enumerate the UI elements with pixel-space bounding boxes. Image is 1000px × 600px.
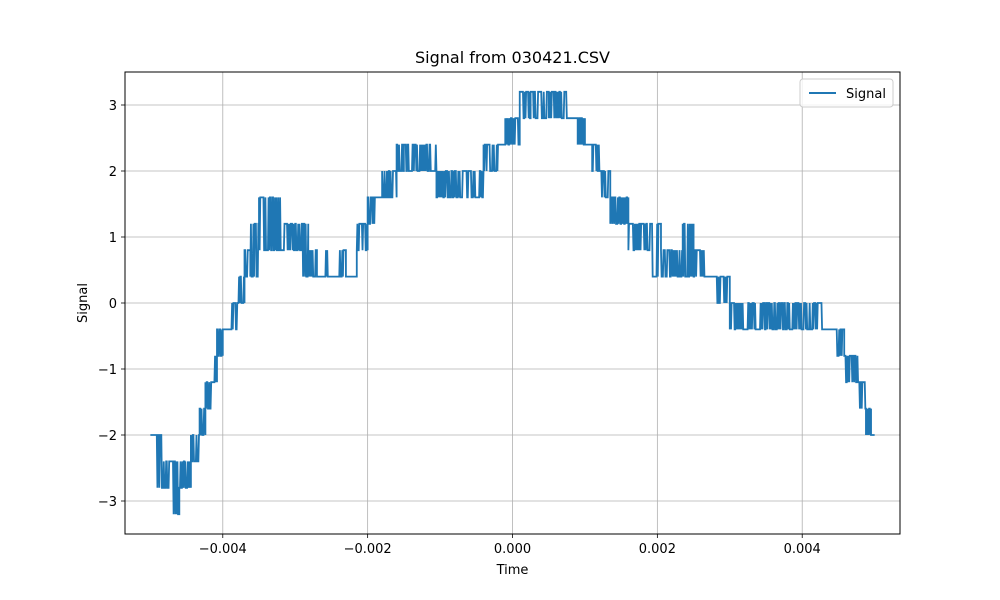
y-axis-title: Signal [76,283,91,323]
x-tick-label: 0.002 [639,542,676,557]
legend-signal-label: Signal [846,87,886,102]
plot-area [150,90,875,516]
chart-title: Signal from 030421.CSV [415,48,610,67]
legend-box [799,78,894,108]
legend: Signal [799,78,894,108]
grid [125,72,900,534]
y-axis: −3 −2 −1 0 1 2 3 [98,99,125,510]
y-tick-label: 3 [109,99,117,114]
x-tick-label: −0.002 [344,542,392,557]
y-tick-label: 2 [109,165,117,180]
x-axis: −0.004 −0.002 0.000 0.002 0.004 [199,534,821,557]
y-tick-label: −1 [98,363,117,378]
x-axis-title: Time [496,563,529,578]
y-tick-label: 0 [109,297,117,312]
x-tick-label: −0.004 [199,542,247,557]
y-tick-label: −2 [98,429,117,444]
signal-series-line [150,90,875,516]
y-tick-label: −3 [98,495,117,510]
y-tick-label: 1 [109,231,117,246]
x-tick-label: 0.004 [784,542,821,557]
x-tick-label: 0.000 [494,542,531,557]
